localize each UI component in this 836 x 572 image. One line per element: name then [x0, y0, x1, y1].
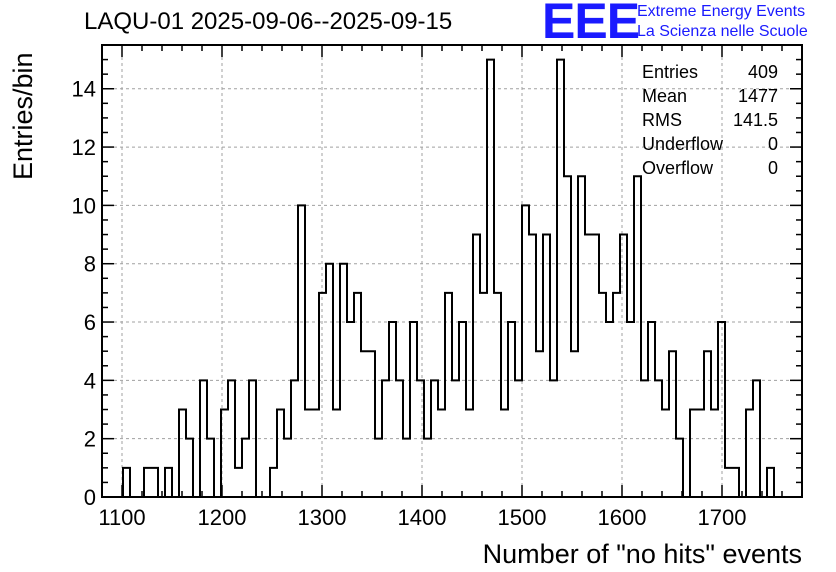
x-tick-label: 1500: [498, 505, 547, 530]
stat-value: 0: [767, 158, 778, 178]
x-tick-label: 1300: [298, 505, 347, 530]
x-tick-label: 1600: [598, 505, 647, 530]
stat-row-rms: RMS 141.5: [642, 108, 778, 132]
y-tick-label: 4: [84, 368, 96, 393]
stat-label: Overflow: [642, 158, 714, 178]
logo-line-1: Extreme Energy Events: [637, 3, 806, 20]
tick-labels: 1100 1200 1300 1400 1500 1600 1700 0 2 4 6 8 10 12 14: [72, 77, 747, 530]
x-axis-label: Number of "no hits" events: [482, 539, 802, 569]
stat-row-entries: Entries 409: [642, 60, 778, 84]
stat-row-overflow: Overflow 0: [642, 156, 778, 180]
stat-value: 0: [767, 134, 778, 154]
plot-frame: [101, 44, 803, 498]
stats-box: Entries 409 Mean 1477 RMS 141.5 Underflo…: [642, 60, 778, 180]
chart-title: LAQU-01 2025-09-06--2025-09-15: [84, 8, 453, 35]
axis-ticks: [101, 44, 803, 498]
stat-value: 1477: [737, 86, 778, 106]
y-tick-label: 6: [84, 310, 96, 335]
y-tick-label: 8: [84, 252, 96, 277]
y-tick-label: 2: [84, 427, 96, 452]
stat-label: Mean: [642, 86, 688, 106]
y-tick-label: 12: [72, 135, 96, 160]
y-tick-label: 0: [84, 485, 96, 510]
x-tick-label: 1100: [98, 505, 145, 530]
y-tick-label: 14: [72, 77, 96, 102]
x-tick-label: 1200: [198, 505, 247, 530]
histogram-series: [102, 58, 802, 498]
eee-logo: EEE: [542, 0, 640, 49]
stat-label: Underflow: [642, 134, 724, 154]
stat-label: Entries: [642, 62, 699, 82]
logo-line-2: La Scienza nelle Scuole: [637, 23, 808, 40]
y-axis-label: Entries/bin: [8, 52, 38, 180]
y-tick-label: 10: [72, 193, 96, 218]
stat-value: 409: [747, 62, 778, 82]
x-tick-label: 1400: [398, 505, 447, 530]
stat-row-mean: Mean 1477: [642, 84, 778, 108]
stat-label: RMS: [642, 110, 682, 130]
stat-row-underflow: Underflow 0: [642, 132, 778, 156]
stat-value: 141.5: [732, 110, 778, 130]
x-tick-label: 1700: [698, 505, 747, 530]
